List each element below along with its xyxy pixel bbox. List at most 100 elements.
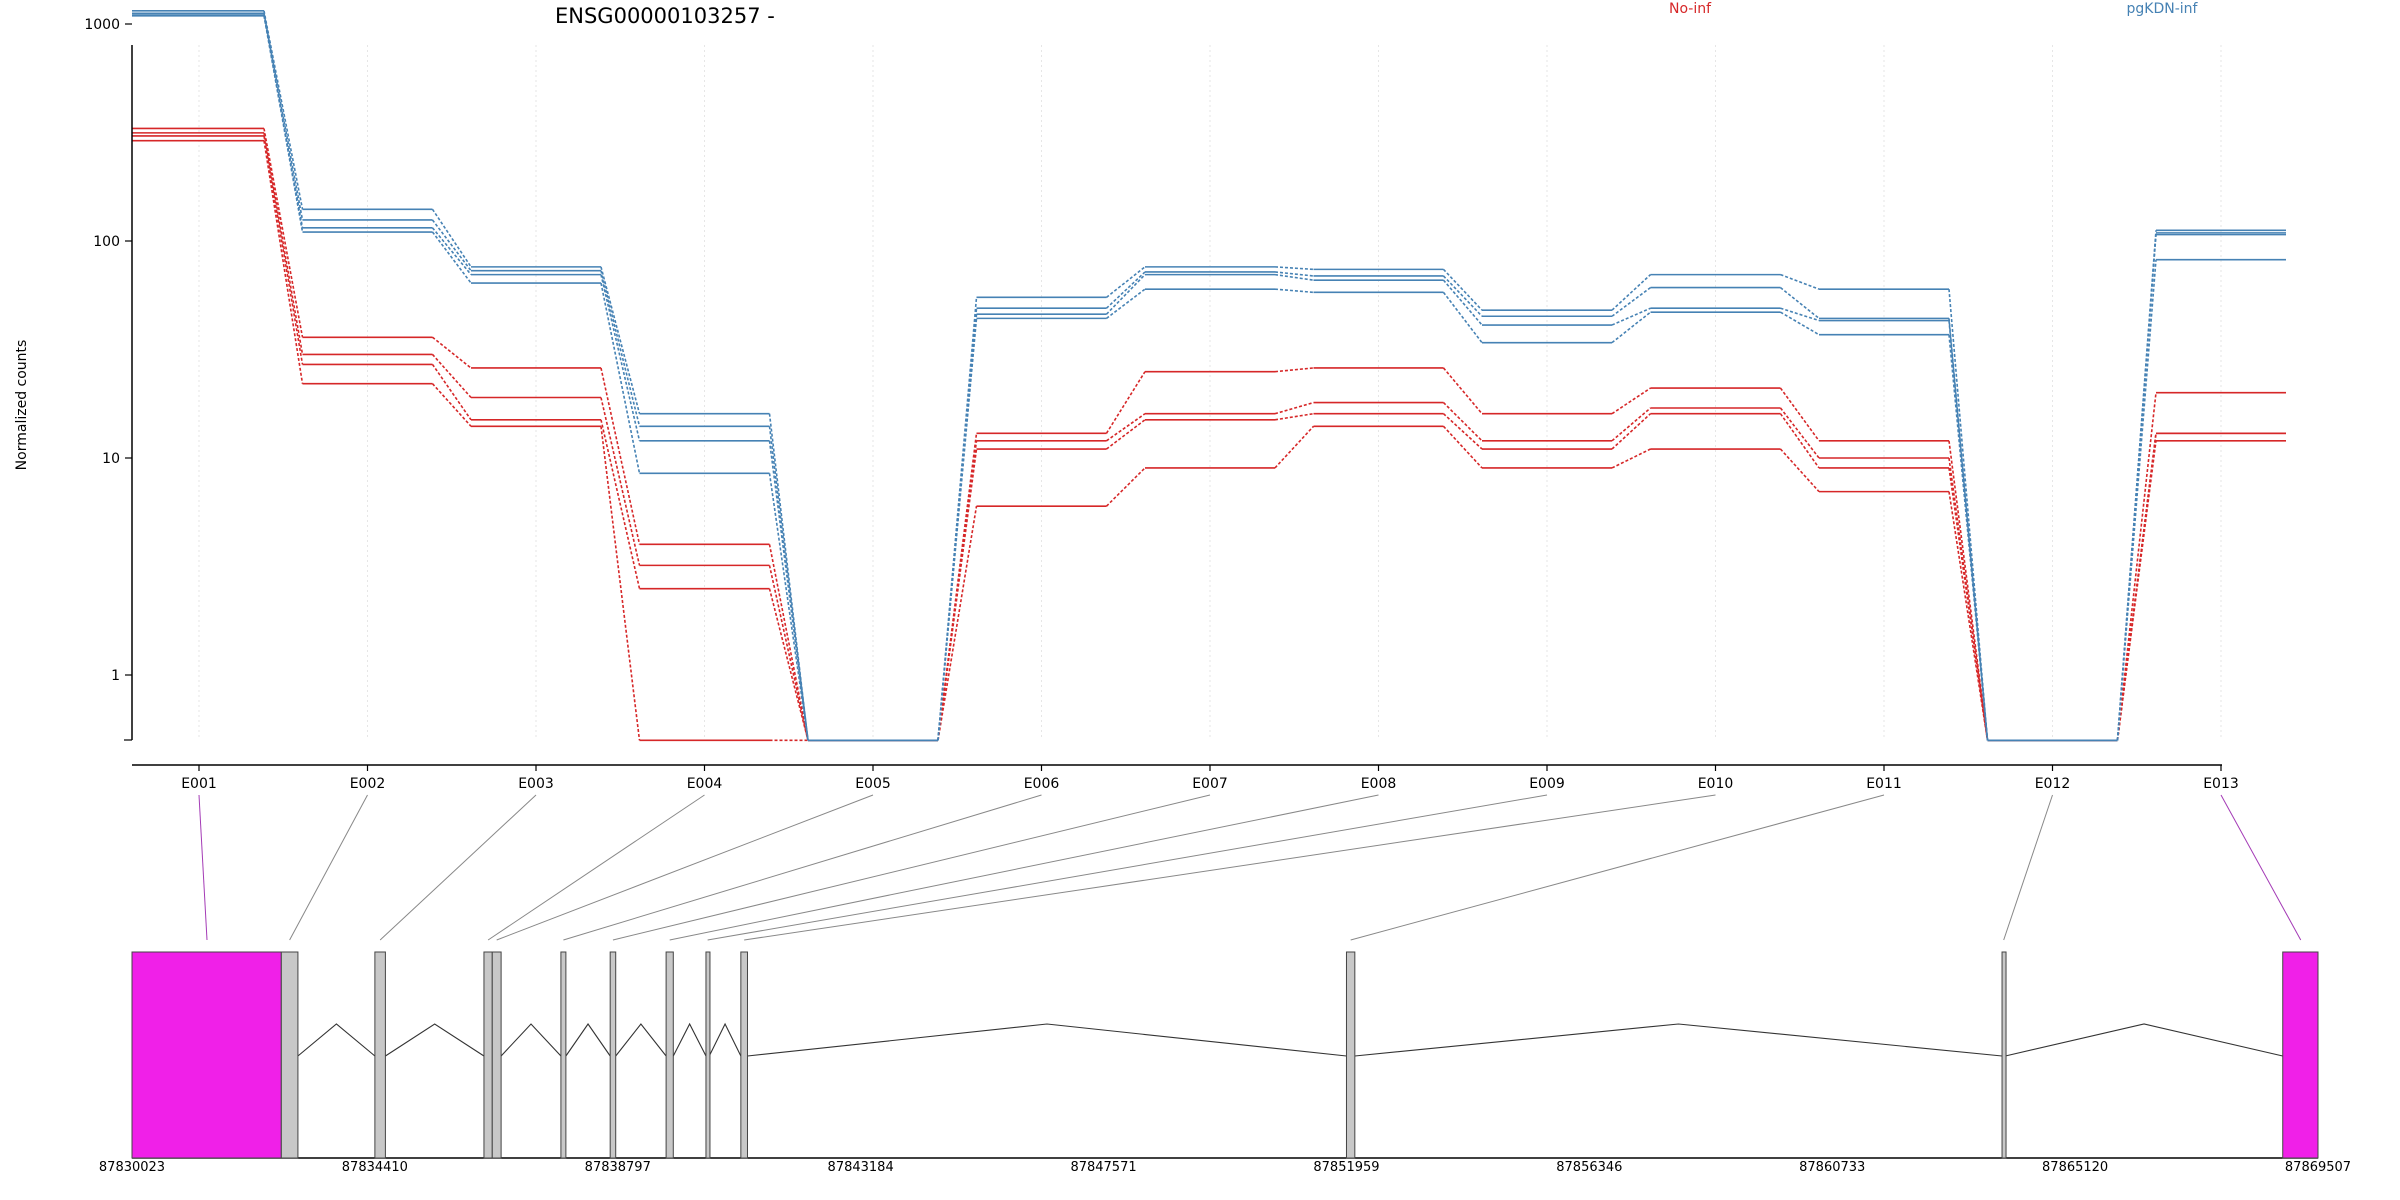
y-tick-label: 1000	[84, 17, 120, 33]
series-connector	[768, 440, 809, 741]
series-connector	[1611, 407, 1652, 442]
series-connector	[2116, 392, 2157, 741]
x-tick-label: E013	[2203, 776, 2239, 792]
series-connector	[1274, 425, 1315, 469]
series-connector	[431, 363, 472, 421]
gene-model: 87830023 87834410 87838797 87843184 87847571…	[99, 951, 2351, 1175]
genomic-tick-label: 87856346	[1556, 1160, 1622, 1175]
series-connector	[1780, 273, 1820, 290]
legend-entry-pgkdn-inf: pgKDN-inf	[2127, 1, 2199, 17]
series-connector	[937, 318, 978, 741]
series-connector	[937, 314, 978, 741]
exon-box-e011	[1345, 951, 1356, 1159]
intron-line	[1354, 1023, 2003, 1057]
series-connector	[2116, 440, 2157, 741]
exon-box-e006	[560, 951, 567, 1159]
series-pgkdn-inf	[132, 14, 2286, 742]
exon-box-e002	[280, 951, 299, 1159]
series-connector	[768, 426, 809, 741]
genomic-tick-label: 87830023	[99, 1160, 165, 1175]
chart-title: ENSG00000103257 -	[555, 4, 775, 28]
legend-entry-no-inf: No-inf	[1669, 1, 1712, 17]
connector-line	[563, 794, 1042, 941]
y-tick-label: 10	[102, 451, 120, 467]
series-connector	[1948, 491, 1989, 741]
series-connector	[1611, 307, 1651, 326]
x-tick-label: E005	[855, 776, 891, 792]
x-tick-label: E012	[2035, 776, 2071, 792]
series-connector	[263, 13, 304, 221]
connector-line	[2220, 794, 2302, 941]
genomic-tick-label: 87869507	[2285, 1160, 2351, 1175]
connector-line	[1350, 794, 1885, 941]
series-connector	[1105, 271, 1146, 309]
exon-box-e009	[705, 951, 711, 1159]
intron-line	[708, 1022, 742, 1057]
series-connector	[1611, 448, 1651, 469]
exon-box-e003	[374, 951, 386, 1159]
series-connector	[1779, 413, 1820, 469]
grid-lines	[198, 45, 2222, 740]
series-connector	[1106, 413, 1146, 442]
genomic-tick-label: 87865120	[2042, 1160, 2108, 1175]
genomic-tick-label: 87851959	[1313, 1160, 1379, 1175]
series-connector	[2116, 234, 2157, 741]
connector-line	[198, 794, 208, 941]
x-tick-label: E008	[1361, 776, 1397, 792]
series-connector	[1274, 288, 1314, 294]
x-tick-label: E003	[518, 776, 554, 792]
series-connector	[1274, 273, 1314, 281]
series-connector	[1106, 288, 1146, 320]
x-tick-label: E006	[1024, 776, 1060, 792]
exon-box-e010	[740, 951, 748, 1159]
x-tick-label: E002	[350, 776, 386, 792]
exon-connectors	[198, 794, 2302, 941]
series-connector	[431, 227, 472, 276]
axes: 1 10 100 1000 E001 E002 E003 E004 E005 E006 E007 E0…	[84, 17, 2238, 792]
series-connector	[1442, 425, 1483, 469]
connector-line	[379, 794, 537, 941]
genomic-tick-label: 87838797	[585, 1160, 651, 1175]
intron-line	[297, 1023, 376, 1057]
series-connector	[937, 506, 978, 741]
series-connector	[600, 274, 641, 441]
series-connector	[1105, 467, 1146, 507]
genomic-tick-label: 87860733	[1799, 1160, 1865, 1175]
series-connector	[432, 336, 472, 369]
x-tick-label: E011	[1866, 776, 1902, 792]
series-lines	[132, 10, 2286, 742]
series-connector	[431, 231, 472, 284]
series-no-inf	[132, 132, 2286, 742]
connector-line	[289, 794, 368, 941]
series-connector	[1442, 413, 1483, 450]
intron-line	[672, 1022, 707, 1057]
series-connector	[1274, 271, 1314, 277]
series-connector	[1779, 407, 1820, 459]
series-connector	[1611, 413, 1652, 450]
connector-line	[487, 794, 705, 941]
series-connector	[1442, 402, 1483, 442]
series-connector	[1274, 401, 1314, 415]
exon-box-e001	[131, 951, 282, 1159]
series-connector	[431, 208, 472, 268]
series-connector	[1611, 387, 1651, 415]
series-connector	[768, 588, 809, 741]
connector-line	[707, 794, 1548, 941]
x-tick-label: E010	[1698, 776, 1734, 792]
series-connector	[1442, 367, 1483, 415]
series-no-inf	[132, 139, 2286, 742]
intron-line	[2005, 1023, 2283, 1057]
series-connector	[1105, 274, 1146, 315]
series-connector	[431, 383, 472, 427]
series-connector	[1105, 371, 1146, 434]
exon-box-e007	[609, 951, 617, 1159]
series-connector	[263, 135, 304, 365]
series-pgkdn-inf	[132, 10, 2286, 742]
series-connector	[1442, 291, 1483, 344]
series-connector	[1442, 268, 1483, 311]
series-connector	[1779, 387, 1820, 442]
exon-box-e013	[2282, 951, 2319, 1159]
series-connector	[600, 419, 641, 589]
connector-line	[496, 794, 874, 941]
